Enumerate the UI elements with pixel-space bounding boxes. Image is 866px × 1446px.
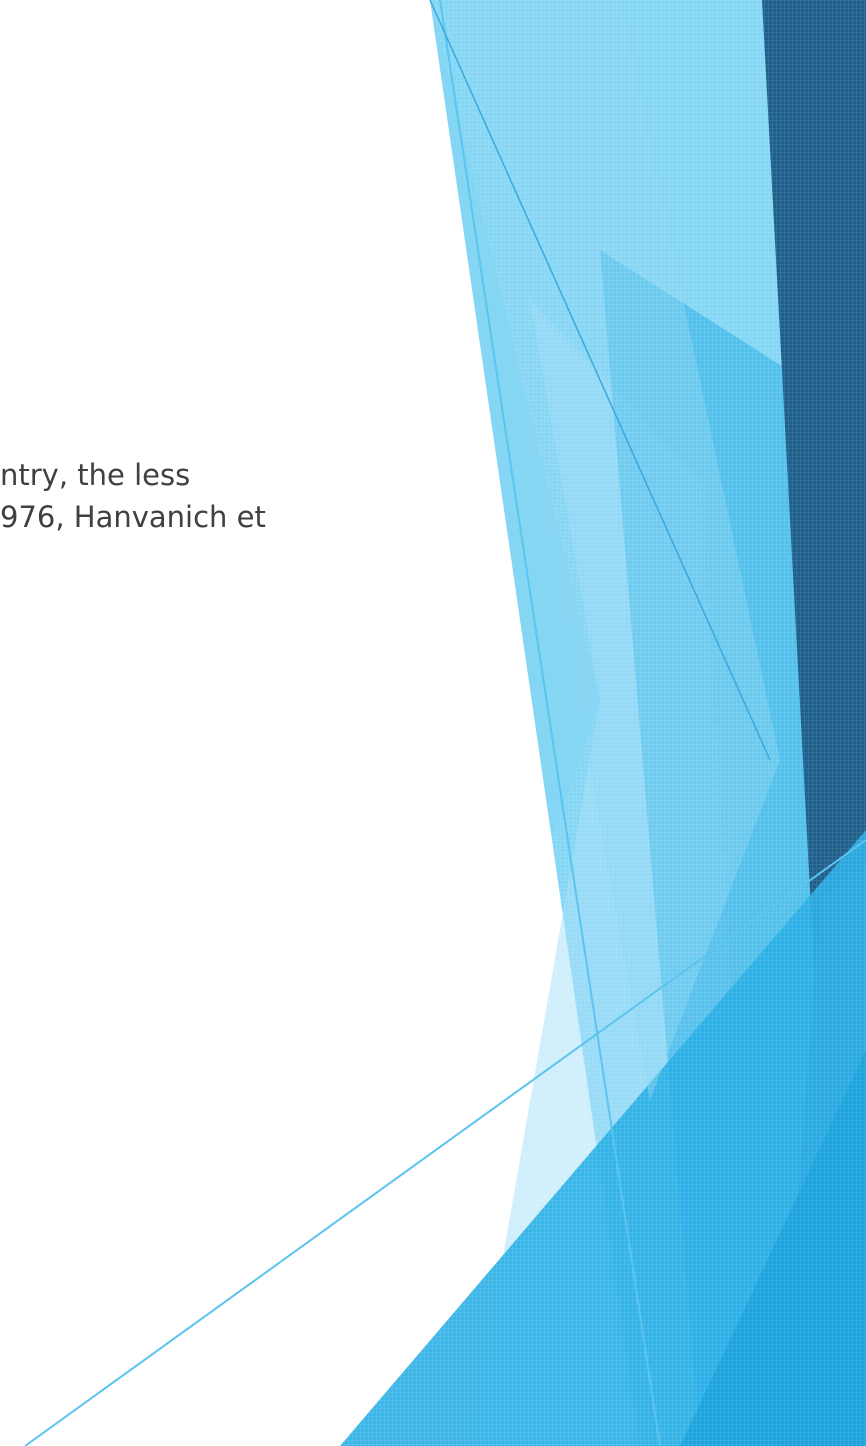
text-line-2: 976, Hanvanich et xyxy=(0,500,266,534)
thin-line-top xyxy=(429,0,771,761)
thin-line-diagonal xyxy=(439,0,661,1446)
slide-body-text: ntry, the less 976, Hanvanich et xyxy=(0,454,560,538)
thin-line-bottom xyxy=(24,839,866,1446)
text-line-1: ntry, the less xyxy=(0,458,191,492)
grid-texture xyxy=(340,0,866,1446)
